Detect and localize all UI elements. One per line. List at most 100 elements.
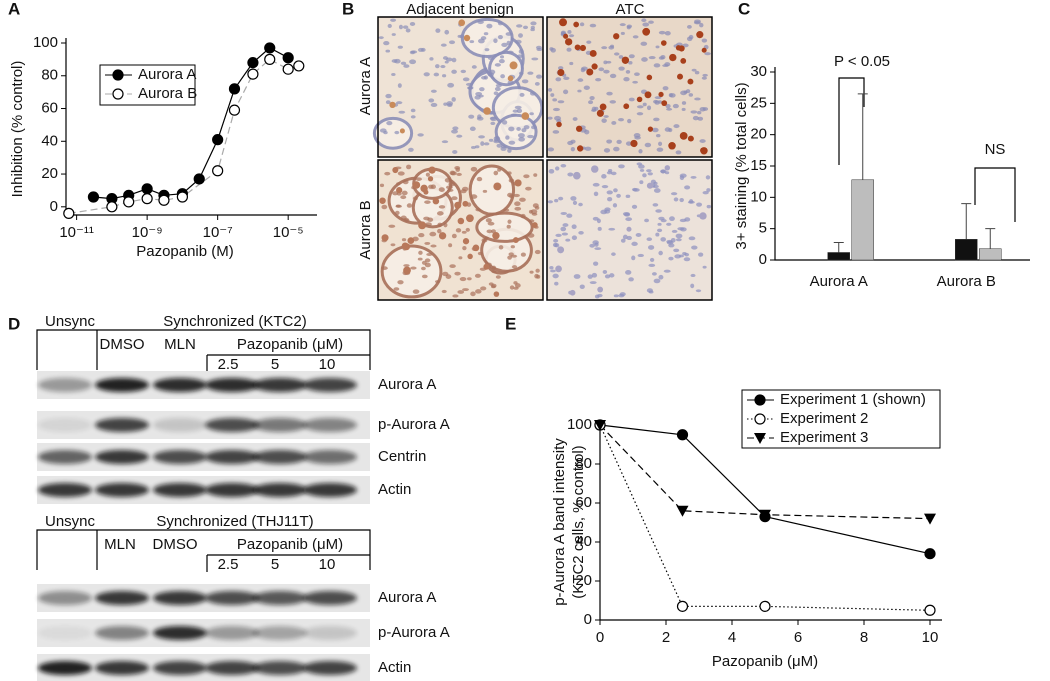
nucleus [441, 289, 447, 294]
nucleus [460, 69, 467, 74]
x-tick-label: Aurora B [937, 273, 996, 290]
nucleus [501, 42, 508, 47]
follicle [380, 244, 443, 299]
row-label: p-Aurora A [378, 416, 450, 433]
nucleus [508, 140, 516, 145]
nucleus [494, 86, 501, 92]
y-tick-label: 40 [575, 533, 592, 550]
follicle [494, 113, 538, 151]
x-axis-title: Pazopanib (M) [136, 243, 234, 260]
nucleus [470, 194, 478, 199]
nucleus [438, 187, 445, 192]
nucleus [445, 274, 452, 279]
nucleus [397, 280, 404, 285]
nucleus [620, 31, 625, 35]
nucleus [702, 73, 708, 77]
nucleus [494, 63, 501, 67]
series-line [599, 424, 931, 611]
stained-nucleus [669, 53, 677, 62]
y-tick-label: 0 [584, 611, 592, 628]
nucleus [447, 82, 455, 88]
marker [247, 57, 259, 69]
nucleus [699, 139, 706, 143]
nucleus [393, 287, 400, 291]
marker [141, 183, 153, 195]
nucleus [381, 266, 388, 270]
y-tick-label: 60 [575, 494, 592, 511]
error-bar [985, 228, 996, 249]
nucleus [679, 218, 687, 223]
nucleus [690, 283, 695, 289]
nucleus [400, 195, 407, 200]
band [253, 626, 307, 640]
nucleus [516, 127, 521, 131]
nucleus [487, 56, 494, 60]
y-tick-label: 15 [750, 157, 767, 174]
nucleus [647, 172, 653, 176]
band [253, 378, 307, 392]
nucleus [664, 171, 670, 175]
marker [759, 509, 771, 521]
stained-nucleus [621, 56, 630, 64]
nucleus [690, 273, 696, 278]
band [38, 450, 92, 464]
marker [193, 173, 205, 185]
nucleus [462, 245, 467, 251]
nucleus [448, 243, 453, 248]
nucleus [547, 116, 553, 120]
nucleus [550, 269, 556, 273]
nucleus [579, 284, 585, 290]
annotation: NS [985, 141, 1006, 158]
nucleus [401, 190, 408, 196]
nucleus [560, 226, 567, 232]
stained-nucleus [557, 68, 565, 77]
nucleus [456, 134, 463, 138]
band [95, 626, 149, 640]
nucleus [448, 181, 456, 187]
y-tick-label: 60 [41, 99, 58, 116]
band [38, 661, 92, 675]
nucleus [529, 270, 534, 274]
nucleus [500, 146, 507, 151]
marker [63, 207, 75, 219]
significance-bracket [838, 77, 865, 165]
nucleus [388, 224, 396, 228]
nucleus [651, 127, 659, 133]
nucleus [490, 285, 496, 289]
stained-nucleus [597, 286, 604, 293]
legend-label: Aurora B [138, 85, 197, 102]
nucleus [550, 47, 556, 53]
band [205, 483, 259, 497]
nucleus [626, 25, 631, 30]
nucleus [613, 146, 620, 152]
bar [979, 248, 1002, 261]
x-tick-label: 10⁻⁹ [132, 224, 163, 241]
nucleus [410, 108, 416, 113]
nucleus [636, 162, 643, 166]
nucleus [560, 163, 567, 168]
nucleus [609, 273, 615, 278]
nucleus [442, 56, 449, 60]
nucleus [679, 175, 685, 181]
nucleus [512, 109, 519, 113]
nucleus [423, 216, 430, 221]
nucleus [412, 289, 420, 294]
nucleus [669, 216, 675, 222]
series-line [599, 424, 931, 555]
nucleus [631, 255, 636, 261]
nucleus [423, 72, 430, 77]
nucleus [493, 136, 501, 141]
band [95, 450, 149, 464]
band [95, 483, 149, 497]
micrograph [546, 159, 713, 301]
nucleus [489, 69, 496, 75]
nucleus [452, 294, 459, 298]
micrograph-frame [546, 159, 713, 301]
nucleus [702, 265, 707, 269]
stained-nucleus [677, 73, 684, 80]
nucleus [691, 68, 697, 72]
nucleus [690, 176, 697, 179]
nucleus [581, 66, 588, 71]
nucleus [391, 33, 396, 36]
nucleus [649, 257, 655, 262]
